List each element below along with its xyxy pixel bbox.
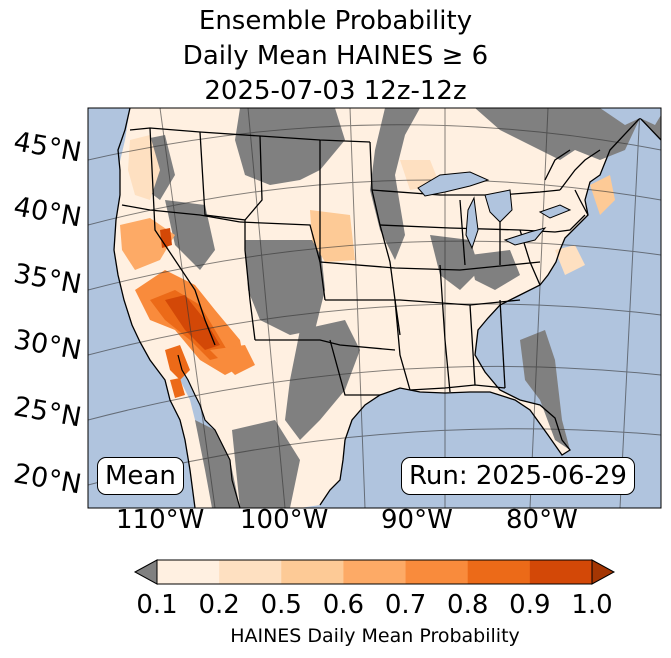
- probability-region: [165, 295, 220, 350]
- probability-region: [160, 228, 172, 248]
- colorbar-tick-label: 0.2: [198, 590, 240, 620]
- colorbar-tick-label: 0.6: [322, 590, 365, 620]
- probability-region: [520, 330, 570, 450]
- mean-label: Mean: [97, 457, 184, 495]
- probability-region: [370, 108, 420, 260]
- lon-label-110: 110°W: [116, 505, 205, 535]
- probability-region: [165, 345, 190, 380]
- probability-region: [475, 108, 661, 160]
- colorbar-under-arrow: [133, 559, 158, 585]
- lon-label-100: 100°W: [240, 505, 329, 535]
- colorbar-segment: [343, 560, 407, 584]
- west-coastline: [113, 108, 196, 508]
- st-lawrence-water: [600, 108, 661, 125]
- colorbar-segment: [467, 560, 531, 584]
- probability-region: [165, 200, 215, 270]
- probability-field: [88, 108, 661, 508]
- probability-region: [590, 175, 615, 215]
- probability-region: [170, 378, 185, 398]
- probability-region: [555, 245, 585, 275]
- colorbar-frame: [156, 559, 593, 585]
- colorbar-tick-label: 0.1: [136, 590, 178, 620]
- colorbar-tick-label: 0.9: [509, 590, 551, 620]
- state-borders: [121, 127, 601, 396]
- probability-region: [245, 240, 325, 335]
- colorbar-segment: [529, 560, 593, 584]
- east-gulf-coastline: [319, 117, 661, 506]
- colorbar-segment: [405, 560, 469, 584]
- probability-region: [210, 345, 255, 375]
- colorbar-segment: [157, 560, 220, 584]
- probability-region: [310, 210, 355, 262]
- probability-region: [285, 320, 360, 440]
- map-frame: [87, 107, 662, 509]
- title-line-2: Daily Mean HAINES ≥ 6: [182, 41, 489, 71]
- run-date-label: Run: 2025-06-29: [401, 457, 635, 495]
- colorbar: [133, 559, 616, 585]
- colorbar-segment: [219, 560, 282, 584]
- lon-label-80: 80°W: [506, 505, 578, 535]
- probability-region: [128, 135, 160, 200]
- title-line-3: 2025-07-03 12z-12z: [204, 76, 467, 106]
- gulf-of-california-coast: [177, 354, 241, 508]
- colorbar-tick-label: 1.0: [571, 590, 613, 620]
- map-area: [88, 108, 661, 508]
- great-lakes: [417, 171, 572, 250]
- title-line-1: Ensemble Probability: [198, 6, 473, 36]
- colorbar-tick-label: 0.5: [260, 590, 302, 620]
- probability-region: [470, 250, 520, 290]
- probability-region: [430, 235, 480, 290]
- colorbar-label: HAINES Daily Mean Probability: [230, 625, 520, 647]
- lon-label-90: 90°W: [381, 505, 453, 535]
- colorbar-over-arrow: [591, 559, 616, 585]
- colorbar-tick-label: 0.8: [447, 590, 489, 620]
- probability-region: [88, 108, 130, 175]
- colorbar-tick-label: 0.7: [384, 590, 427, 620]
- colorbar-segment: [281, 560, 344, 584]
